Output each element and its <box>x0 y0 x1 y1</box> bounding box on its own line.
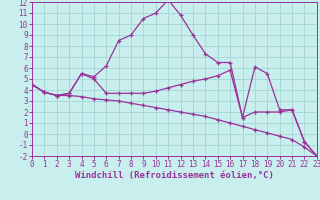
X-axis label: Windchill (Refroidissement éolien,°C): Windchill (Refroidissement éolien,°C) <box>75 171 274 180</box>
